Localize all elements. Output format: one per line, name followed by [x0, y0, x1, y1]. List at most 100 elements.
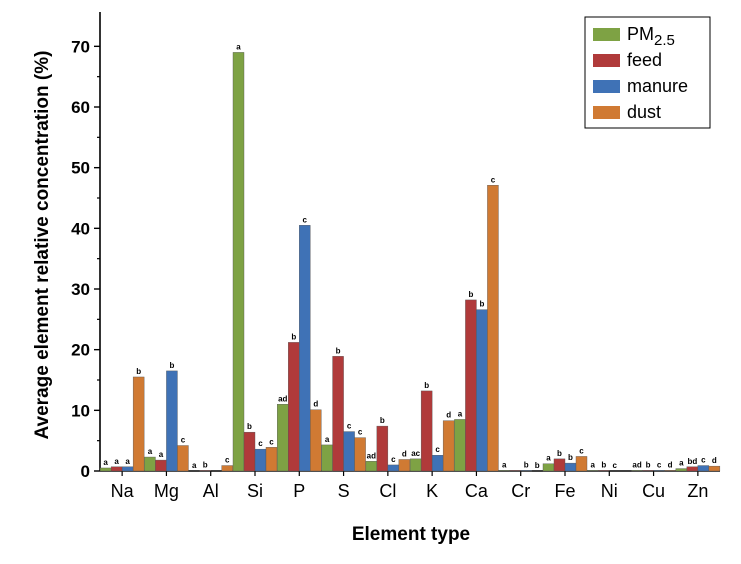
axes: 0 10 20 30 40 50 60 70 Na Mg Al Si P S Cl K Ca Cr Fe Ni Cu Zn [71, 12, 720, 501]
sig-label: b [601, 460, 606, 469]
bar-cl-feed [376, 425, 389, 472]
bar-cl-pm [365, 461, 378, 472]
sig-label: ad [632, 460, 641, 469]
sig-label: d [712, 456, 717, 465]
bar-fe-dust [575, 456, 588, 472]
sig-label: c [269, 437, 274, 446]
sig-label: c [579, 446, 584, 455]
x-tick-label-k: K [426, 481, 438, 501]
bar-ca-dust [487, 185, 499, 472]
sig-label: c [391, 455, 396, 464]
sig-label: a [125, 457, 130, 466]
x-tick-label-cr: Cr [511, 481, 530, 501]
bar-fe-feed [553, 458, 566, 472]
x-tick-label-al: Al [203, 481, 219, 501]
y-tick-label: 30 [71, 280, 90, 299]
bar-p-manure [299, 225, 311, 472]
legend-label-manure: manure [627, 76, 688, 96]
sig-label: a [192, 461, 197, 470]
y-tick-label: 70 [71, 37, 90, 56]
legend-swatch-feed [593, 54, 620, 67]
bar-fe-manure [564, 462, 577, 472]
sig-label: b [203, 460, 208, 469]
sig-label: a [236, 42, 241, 51]
bar-cr-pm [498, 470, 510, 472]
bar-al-feed [199, 470, 211, 472]
sig-label: c [491, 175, 496, 184]
bar-cl-dust [398, 459, 411, 472]
sig-label: c [358, 428, 363, 437]
bar-mg-dust [177, 445, 189, 472]
sig-label: c [258, 439, 263, 448]
sig-label: c [613, 461, 618, 470]
bar-si-dust [265, 447, 278, 472]
bar-ca-manure [476, 309, 488, 472]
sig-label: a [679, 459, 684, 468]
sig-label: a [103, 458, 108, 467]
sig-label: d [668, 460, 673, 469]
bar-s-pm [321, 444, 333, 472]
x-tick-label-cl: Cl [379, 481, 396, 501]
sig-label: b [424, 381, 429, 390]
bar-na-dust [132, 376, 145, 472]
bar-si-feed [243, 431, 256, 472]
sig-label: ad [278, 394, 287, 403]
bar-cr-manure [520, 470, 532, 472]
bar-s-manure [343, 431, 355, 472]
x-tick-label-zn: Zn [687, 481, 708, 501]
sig-label: a [325, 435, 330, 444]
sig-label: bd [687, 457, 697, 466]
bar-ni-pm [587, 470, 599, 472]
bar-ca-feed [465, 299, 477, 472]
x-tick-label-na: Na [111, 481, 135, 501]
bar-na-feed [110, 466, 123, 472]
bar-na-pm [99, 467, 112, 472]
sig-label: c [347, 422, 352, 431]
sig-label: a [114, 457, 119, 466]
legend-swatch-dust [593, 106, 620, 119]
bar-p-pm [277, 404, 289, 472]
x-tick-label-ni: Ni [601, 481, 618, 501]
bar-zn-dust [708, 465, 721, 472]
sig-label: b [568, 453, 573, 462]
sig-label: a [159, 450, 164, 459]
bar-si-manure [254, 448, 267, 472]
sig-label: c [225, 456, 230, 465]
bar-k-feed [420, 390, 433, 472]
sig-label: b [479, 300, 484, 309]
x-tick-label-fe: Fe [554, 481, 575, 501]
bar-cu-feed [642, 470, 654, 472]
sig-label: c [181, 436, 186, 445]
bar-zn-pm [675, 468, 688, 472]
sig-label: d [446, 411, 451, 420]
bar-cr-feed [509, 470, 521, 472]
bars [99, 52, 721, 472]
sig-label: ad [367, 451, 376, 460]
bar-ca-pm [454, 419, 466, 472]
y-tick-label: 60 [71, 98, 90, 117]
sig-label: c [303, 215, 308, 224]
sig-label: b [535, 461, 540, 470]
bar-s-feed [332, 356, 344, 472]
x-axis-title: Element type [352, 524, 470, 545]
sig-label: b [169, 361, 174, 370]
y-tick-label: 40 [71, 219, 90, 238]
sig-label: d [313, 400, 318, 409]
bar-k-manure [431, 455, 444, 472]
bar-al-dust [221, 465, 233, 472]
sig-label: b [247, 422, 252, 431]
sig-label: d [402, 449, 407, 458]
sig-label: a [591, 460, 596, 469]
legend-label-dust: dust [627, 102, 661, 122]
x-tick-label-p: P [293, 481, 305, 501]
sig-label: c [701, 456, 706, 465]
legend-label-feed: feed [627, 50, 662, 70]
bar-mg-manure [166, 370, 178, 472]
bar-cu-pm [631, 470, 643, 472]
sig-label: a [546, 454, 551, 463]
bar-k-pm [409, 458, 422, 472]
legend-swatch-manure [593, 80, 620, 93]
y-axis-title: Average element relative concentration (… [32, 51, 53, 440]
